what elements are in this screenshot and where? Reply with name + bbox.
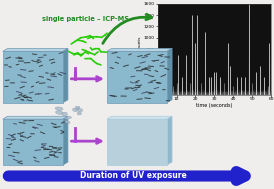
Ellipse shape xyxy=(65,117,72,119)
Ellipse shape xyxy=(76,107,79,109)
Text: Duration of UV exposure: Duration of UV exposure xyxy=(79,171,186,180)
Polygon shape xyxy=(107,48,172,51)
Text: single particle – ICP-MS: single particle – ICP-MS xyxy=(42,16,130,22)
Ellipse shape xyxy=(65,121,70,123)
Ellipse shape xyxy=(73,108,77,112)
Polygon shape xyxy=(107,116,172,119)
Ellipse shape xyxy=(56,111,63,114)
Polygon shape xyxy=(3,48,68,51)
FancyBboxPatch shape xyxy=(3,51,63,103)
Ellipse shape xyxy=(75,106,80,108)
Ellipse shape xyxy=(55,107,63,110)
Polygon shape xyxy=(167,48,172,103)
Y-axis label: Y 89 counts: Y 89 counts xyxy=(138,36,142,62)
X-axis label: time (seconds): time (seconds) xyxy=(196,103,233,108)
Polygon shape xyxy=(63,48,68,103)
Polygon shape xyxy=(3,116,68,119)
FancyBboxPatch shape xyxy=(107,119,167,165)
Polygon shape xyxy=(167,116,172,165)
FancyBboxPatch shape xyxy=(107,51,167,103)
Polygon shape xyxy=(63,116,68,165)
Ellipse shape xyxy=(77,112,82,115)
Ellipse shape xyxy=(77,109,83,112)
Ellipse shape xyxy=(62,112,67,116)
FancyBboxPatch shape xyxy=(3,119,63,165)
